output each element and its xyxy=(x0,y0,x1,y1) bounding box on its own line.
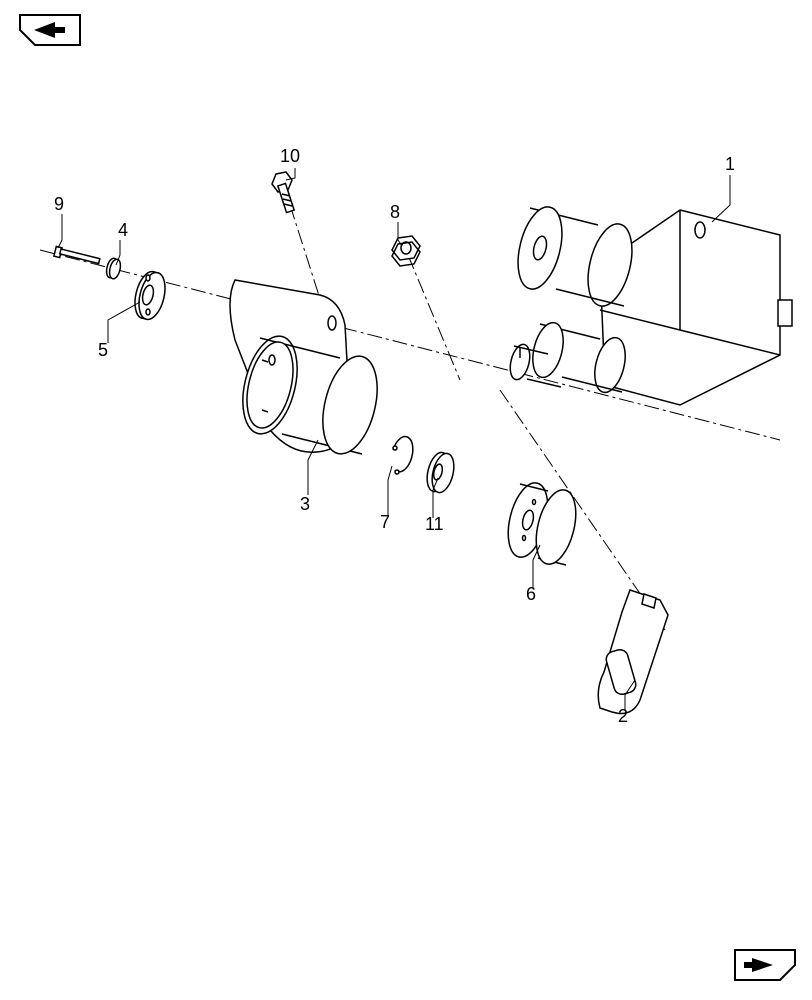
retaining-clip xyxy=(393,437,413,474)
label-1: 1 xyxy=(725,154,735,174)
label-4: 4 xyxy=(118,220,128,240)
label-5: 5 xyxy=(98,340,108,360)
page-forward-icon[interactable] xyxy=(735,950,795,980)
lever-handle xyxy=(598,590,668,714)
lock-nut xyxy=(392,236,420,266)
label-11: 11 xyxy=(425,514,444,534)
label-3: 3 xyxy=(300,494,310,514)
label-7: 7 xyxy=(380,512,390,532)
flat-washer xyxy=(423,450,457,495)
label-8: 8 xyxy=(390,202,400,222)
page-back-icon[interactable] xyxy=(20,15,80,45)
label-9: 9 xyxy=(54,194,64,214)
mounting-bracket-sleeve xyxy=(230,280,386,460)
exploded-diagram: 1 2 3 4 5 6 7 8 9 10 11 xyxy=(0,0,812,1000)
motor-assembly xyxy=(507,202,792,405)
label-10: 10 xyxy=(280,146,300,166)
label-2: 2 xyxy=(618,706,628,726)
sensor-disc xyxy=(131,269,170,322)
centerline-nut8 xyxy=(408,255,460,380)
hex-bolt xyxy=(272,172,294,213)
label-6: 6 xyxy=(526,584,536,604)
long-bolt xyxy=(54,246,100,263)
washer-small xyxy=(105,257,123,280)
